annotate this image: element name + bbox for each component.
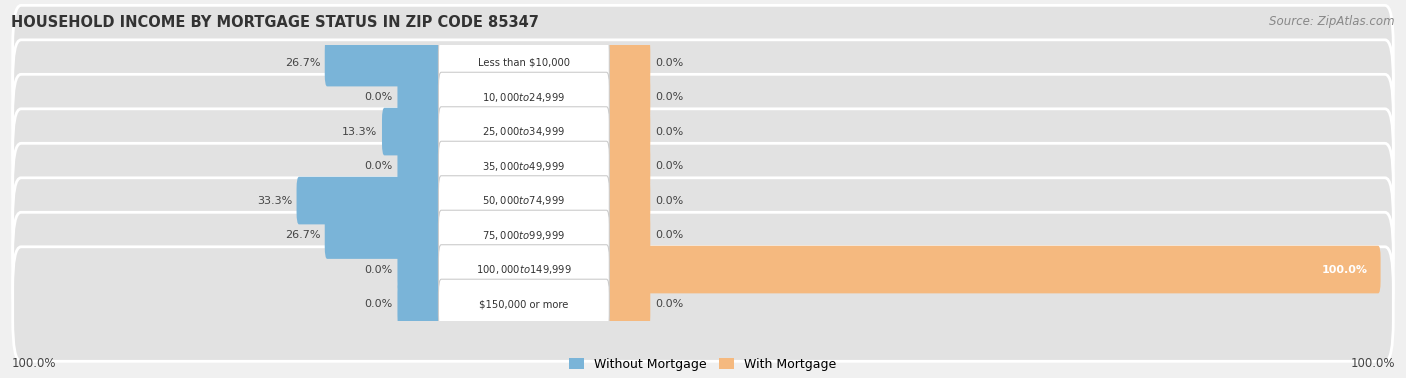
FancyBboxPatch shape	[13, 74, 1393, 189]
FancyBboxPatch shape	[13, 212, 1393, 327]
FancyBboxPatch shape	[439, 176, 609, 225]
Text: Source: ZipAtlas.com: Source: ZipAtlas.com	[1270, 15, 1395, 28]
Text: 0.0%: 0.0%	[364, 265, 394, 274]
Text: HOUSEHOLD INCOME BY MORTGAGE STATUS IN ZIP CODE 85347: HOUSEHOLD INCOME BY MORTGAGE STATUS IN Z…	[11, 15, 538, 30]
Text: 0.0%: 0.0%	[655, 57, 683, 68]
FancyBboxPatch shape	[13, 247, 1393, 361]
Text: $35,000 to $49,999: $35,000 to $49,999	[482, 160, 565, 173]
Text: $150,000 or more: $150,000 or more	[479, 299, 568, 309]
Text: 100.0%: 100.0%	[1350, 358, 1395, 370]
FancyBboxPatch shape	[439, 245, 609, 294]
FancyBboxPatch shape	[13, 5, 1393, 120]
FancyBboxPatch shape	[605, 246, 1381, 293]
FancyBboxPatch shape	[325, 39, 444, 87]
Text: 0.0%: 0.0%	[364, 92, 394, 102]
Text: 26.7%: 26.7%	[285, 230, 321, 240]
FancyBboxPatch shape	[605, 39, 651, 87]
FancyBboxPatch shape	[605, 280, 651, 328]
Text: 0.0%: 0.0%	[655, 92, 683, 102]
FancyBboxPatch shape	[439, 38, 609, 87]
Text: 0.0%: 0.0%	[364, 161, 394, 171]
Text: 26.7%: 26.7%	[285, 57, 321, 68]
FancyBboxPatch shape	[439, 72, 609, 122]
FancyBboxPatch shape	[439, 279, 609, 329]
Text: $10,000 to $24,999: $10,000 to $24,999	[482, 91, 565, 104]
FancyBboxPatch shape	[398, 280, 444, 328]
FancyBboxPatch shape	[605, 177, 651, 225]
Text: $75,000 to $99,999: $75,000 to $99,999	[482, 229, 565, 242]
FancyBboxPatch shape	[439, 210, 609, 260]
Text: 13.3%: 13.3%	[342, 127, 377, 136]
Text: 0.0%: 0.0%	[655, 299, 683, 309]
FancyBboxPatch shape	[605, 108, 651, 155]
Text: 0.0%: 0.0%	[655, 195, 683, 206]
FancyBboxPatch shape	[398, 73, 444, 121]
Text: $25,000 to $34,999: $25,000 to $34,999	[482, 125, 565, 138]
FancyBboxPatch shape	[398, 246, 444, 293]
FancyBboxPatch shape	[325, 211, 444, 259]
FancyBboxPatch shape	[439, 107, 609, 156]
Legend: Without Mortgage, With Mortgage: Without Mortgage, With Mortgage	[564, 353, 842, 376]
Text: 33.3%: 33.3%	[257, 195, 292, 206]
FancyBboxPatch shape	[382, 108, 444, 155]
FancyBboxPatch shape	[13, 109, 1393, 223]
FancyBboxPatch shape	[398, 142, 444, 190]
Text: 100.0%: 100.0%	[1322, 265, 1368, 274]
FancyBboxPatch shape	[439, 141, 609, 191]
Text: $100,000 to $149,999: $100,000 to $149,999	[475, 263, 572, 276]
FancyBboxPatch shape	[13, 40, 1393, 154]
FancyBboxPatch shape	[605, 211, 651, 259]
Text: 100.0%: 100.0%	[11, 358, 56, 370]
FancyBboxPatch shape	[13, 178, 1393, 292]
Text: 0.0%: 0.0%	[364, 299, 394, 309]
FancyBboxPatch shape	[297, 177, 444, 225]
Text: 0.0%: 0.0%	[655, 127, 683, 136]
FancyBboxPatch shape	[605, 142, 651, 190]
Text: Less than $10,000: Less than $10,000	[478, 57, 569, 68]
Text: $50,000 to $74,999: $50,000 to $74,999	[482, 194, 565, 207]
Text: 0.0%: 0.0%	[655, 161, 683, 171]
FancyBboxPatch shape	[605, 73, 651, 121]
Text: 0.0%: 0.0%	[655, 230, 683, 240]
FancyBboxPatch shape	[13, 143, 1393, 258]
